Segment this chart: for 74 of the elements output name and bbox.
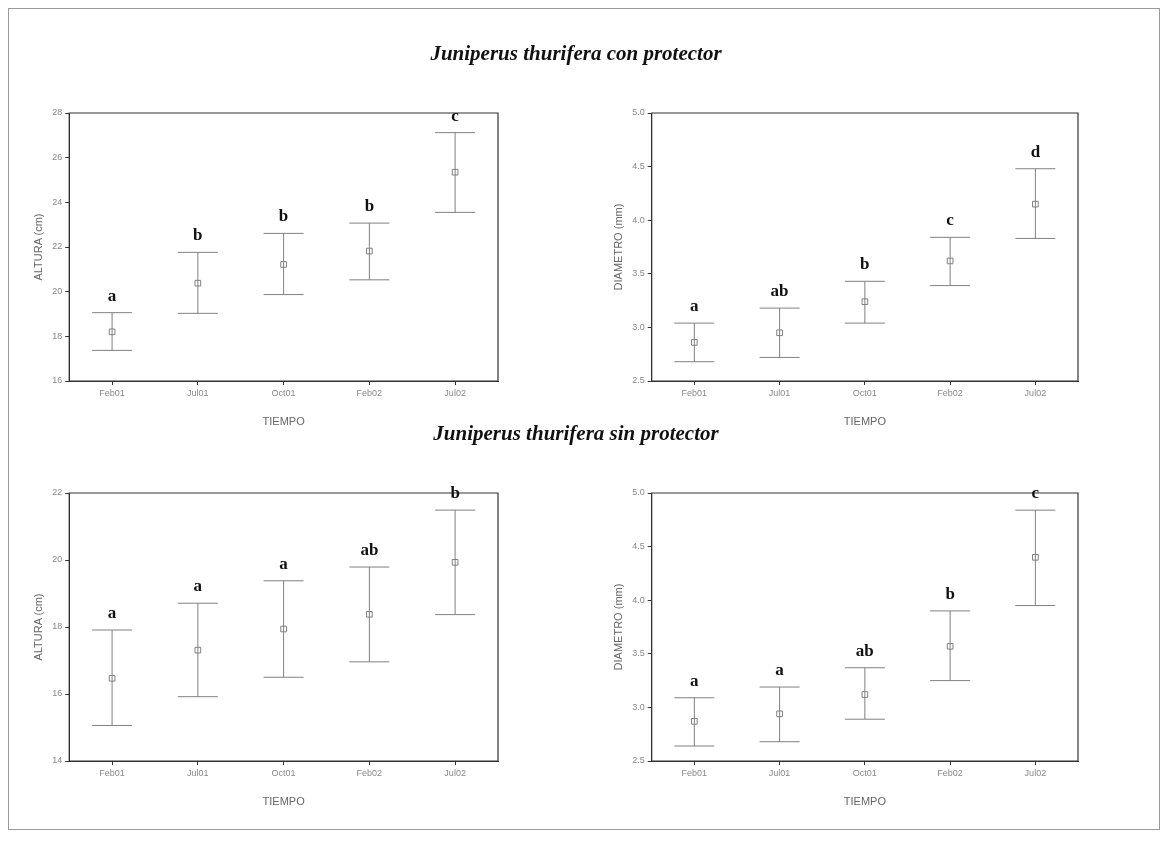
x-tick-label: Jul01 (187, 387, 209, 398)
annotation: a (107, 602, 117, 622)
x-tick-label: Feb01 (681, 387, 708, 398)
y-tick-label: 26 (52, 152, 63, 163)
annotation: b (193, 225, 203, 245)
text: Juniperus thurifera con protector (429, 41, 723, 66)
x-tick-label: Feb02 (356, 387, 383, 398)
x-axis-title: TIEMPO (262, 415, 306, 428)
annotation: ab (360, 539, 379, 559)
y-tick-label: 18 (52, 330, 63, 341)
x-tick-label: Oct01 (852, 387, 877, 398)
annotation: a (690, 670, 700, 690)
x-axis-title: TIEMPO (843, 415, 887, 428)
x-axis-title: TIEMPO (843, 795, 887, 808)
x-tick-label: Jul02 (444, 387, 466, 398)
annotation: a (279, 553, 289, 573)
x-tick-label: Jul02 (1024, 767, 1047, 778)
y-tick-label: 4.5 (632, 161, 645, 172)
y-tick-label: 2.5 (632, 755, 645, 766)
x-tick-label: Feb01 (681, 767, 708, 778)
x-tick-label: Feb02 (937, 387, 963, 398)
x-tick-label: Jul01 (768, 387, 791, 398)
y-tick-label: 18 (52, 621, 63, 632)
y-tick-label: 20 (52, 286, 63, 297)
y-tick-label: 5.0 (632, 487, 645, 498)
y-tick-label: 2.5 (632, 375, 645, 386)
y-tick-label: 16 (52, 688, 63, 699)
annotation: a (690, 296, 700, 315)
y-tick-label: 3.0 (632, 701, 645, 712)
x-axis-title: TIEMPO (262, 795, 306, 808)
x-tick-label: Feb02 (356, 767, 383, 778)
annotation: c (946, 210, 955, 230)
x-tick-label: Jul02 (444, 767, 466, 778)
annotation: ab (855, 640, 874, 660)
y-tick-label: 22 (52, 241, 63, 252)
y-tick-label: 28 (52, 107, 63, 118)
x-tick-label: Feb01 (99, 767, 125, 778)
x-tick-label: Jul01 (768, 767, 791, 778)
y-tick-label: 24 (52, 196, 63, 207)
annotation: a (775, 659, 785, 679)
y-tick-label: 5.0 (632, 107, 645, 118)
annotation: b (364, 195, 375, 215)
annotation: a (193, 576, 203, 596)
y-tick-label: 3.5 (632, 648, 645, 659)
y-axis-title: ALTURA (cm) (31, 213, 44, 281)
annotation: b (945, 583, 955, 603)
y-axis-title: DIAMETRO (mm) (611, 203, 624, 291)
y-tick-label: 22 (52, 487, 63, 498)
annotation: ab (770, 280, 789, 300)
x-tick-label: Oct01 (271, 387, 296, 398)
annotation: b (860, 254, 870, 274)
y-tick-label: 4.5 (632, 541, 645, 552)
x-tick-label: Oct01 (271, 767, 296, 778)
y-tick-label: 4.0 (632, 594, 645, 605)
y-tick-label: 16 (52, 375, 63, 386)
annotation: c (1031, 483, 1040, 503)
text: Juniperus thurifera sin protector (433, 421, 719, 445)
x-tick-label: Oct01 (852, 767, 877, 778)
y-tick-label: 3.0 (632, 321, 645, 332)
y-axis-title: ALTURA (cm) (31, 593, 44, 661)
x-tick-label: Feb02 (937, 767, 963, 778)
x-tick-label: Jul01 (187, 767, 209, 778)
y-axis-title: DIAMETRO (mm) (611, 583, 624, 671)
annotation: b (450, 482, 460, 502)
y-tick-label: 3.5 (632, 268, 645, 279)
annotation: c (451, 105, 460, 125)
annotation: a (107, 285, 117, 305)
y-tick-label: 14 (52, 755, 63, 766)
y-tick-label: 20 (52, 554, 63, 565)
y-tick-label: 4.0 (632, 214, 645, 225)
x-tick-label: Jul02 (1024, 387, 1047, 398)
annotation: b (278, 206, 289, 226)
x-tick-label: Feb01 (99, 387, 125, 398)
annotation: d (1030, 141, 1041, 161)
